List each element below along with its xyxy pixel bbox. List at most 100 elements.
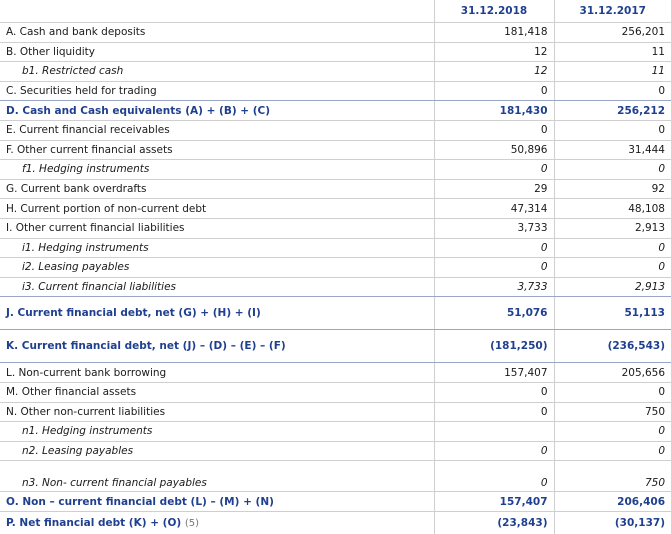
label: n2. Leasing payables (22, 444, 134, 457)
label: P. Net financial debt (K) + (O) (6, 516, 182, 529)
table-row: n1. Hedging instruments 0 (0, 421, 671, 442)
table-row: b1. Restricted cash 12 11 (0, 61, 671, 82)
label-cell: B. Other liquidity (0, 42, 434, 63)
value: 0 (540, 163, 548, 176)
value-cell: 256,212 (553, 100, 671, 121)
value-cell: 92 (553, 179, 671, 200)
value: 50,896 (510, 143, 548, 156)
label: n1. Hedging instruments (22, 425, 153, 438)
label-cell: D. Cash and Cash equivalents (A) + (B) +… (0, 100, 434, 121)
value: 0 (540, 85, 548, 98)
label: I. Other current financial liabilities (6, 222, 185, 235)
value-cell: 157,407 (433, 362, 554, 383)
header-blank (0, 0, 434, 23)
label: b1. Restricted cash (22, 65, 124, 78)
label: J. Current financial debt, net (G) + (H)… (6, 307, 261, 320)
table-row: n3. Non- current financial payables 0 750 (0, 460, 671, 493)
label: A. Cash and bank deposits (6, 26, 146, 39)
value: 0 (540, 405, 548, 418)
value: 51,076 (506, 307, 548, 320)
value: 0 (658, 261, 665, 274)
value: 0 (658, 163, 665, 176)
table-row: E. Current financial receivables 0 0 (0, 120, 671, 141)
value: 92 (651, 183, 665, 196)
label: C. Securities held for trading (6, 85, 157, 98)
value: 31,444 (628, 143, 665, 156)
value: 29 (534, 183, 548, 196)
value: 0 (658, 425, 665, 438)
value-cell: 750 (553, 460, 671, 493)
label: K. Current financial debt, net (J) – (D)… (6, 340, 286, 353)
value-cell: 2,913 (553, 218, 671, 239)
value-cell: 50,896 (433, 140, 554, 161)
value-cell: 205,656 (553, 362, 671, 383)
value: 256,201 (621, 26, 665, 39)
label-cell: f1. Hedging instruments (0, 159, 434, 180)
label: i2. Leasing payables (22, 261, 130, 274)
value-cell: 0 (433, 120, 554, 141)
table-row: C. Securities held for trading 0 0 (0, 81, 671, 102)
label-cell: K. Current financial debt, net (J) – (D)… (0, 329, 434, 364)
table-row: i1. Hedging instruments 0 0 (0, 238, 671, 259)
value-cell: 0 (433, 441, 554, 462)
label-cell: L. Non-current bank borrowing (0, 362, 434, 383)
value-cell: 0 (433, 402, 554, 423)
label: O. Non – current financial debt (L) – (M… (6, 495, 274, 508)
table-row: J. Current financial debt, net (G) + (H)… (0, 296, 671, 331)
value-cell (433, 421, 554, 442)
value: 48,108 (628, 202, 665, 215)
table-row: F. Other current financial assets 50,896 3… (0, 140, 671, 161)
value: 47,314 (510, 202, 548, 215)
value: 12 (534, 65, 548, 78)
value: 157,407 (504, 366, 548, 379)
value-cell: 181,418 (433, 22, 554, 43)
label: i3. Current financial liabilities (22, 281, 177, 294)
label-cell: A. Cash and bank deposits (0, 22, 434, 43)
value: 51,113 (624, 307, 665, 320)
value: 0 (540, 261, 548, 274)
value: 2,913 (634, 281, 665, 294)
value: 0 (658, 386, 665, 399)
value: (23,843) (497, 516, 548, 529)
value-cell: 47,314 (433, 198, 554, 219)
value: 0 (540, 124, 548, 137)
table-row: i3. Current financial liabilities 3,733 2,… (0, 277, 671, 298)
label: N. Other non-current liabilities (6, 405, 166, 418)
label-cell: i1. Hedging instruments (0, 238, 434, 259)
value: 2,913 (634, 222, 665, 235)
table-row: L. Non-current bank borrowing 157,407 205,… (0, 362, 671, 383)
value-cell: 31,444 (553, 140, 671, 161)
table-row: G. Current bank overdrafts 29 92 (0, 179, 671, 200)
value-cell: 0 (433, 238, 554, 259)
label: L. Non-current bank borrowing (6, 366, 167, 379)
label: E. Current financial receivables (6, 124, 170, 137)
label-cell: n3. Non- current financial payables (0, 460, 434, 493)
label-cell: i3. Current financial liabilities (0, 277, 434, 298)
value-cell: 157,407 (433, 491, 554, 512)
label: F. Other current financial assets (6, 143, 173, 156)
value-cell: 0 (433, 81, 554, 102)
label-cell: M. Other financial assets (0, 382, 434, 403)
label: f1. Hedging instruments (22, 163, 150, 176)
value: (236,543) (607, 340, 665, 353)
value-cell: 0 (433, 257, 554, 278)
label: G. Current bank overdrafts (6, 183, 147, 196)
label-cell: I. Other current financial liabilities (0, 218, 434, 239)
value-cell: 0 (553, 441, 671, 462)
value: 750 (644, 477, 665, 490)
footnote-ref: (5) (184, 517, 200, 529)
value-cell: 2,913 (553, 277, 671, 298)
value: 157,407 (499, 495, 548, 508)
label-cell: E. Current financial receivables (0, 120, 434, 141)
value: (181,250) (490, 340, 548, 353)
value-cell: 48,108 (553, 198, 671, 219)
value-cell: 0 (553, 382, 671, 403)
label-cell: n2. Leasing payables (0, 441, 434, 462)
value: 205,656 (621, 366, 665, 379)
label-cell: F. Other current financial assets (0, 140, 434, 161)
value-cell: 0 (433, 159, 554, 180)
value-cell: 3,733 (433, 277, 554, 298)
value-cell: 0 (553, 421, 671, 442)
value-cell: 181,430 (433, 100, 554, 121)
table-row: A. Cash and bank deposits 181,418 256,201 (0, 22, 671, 43)
